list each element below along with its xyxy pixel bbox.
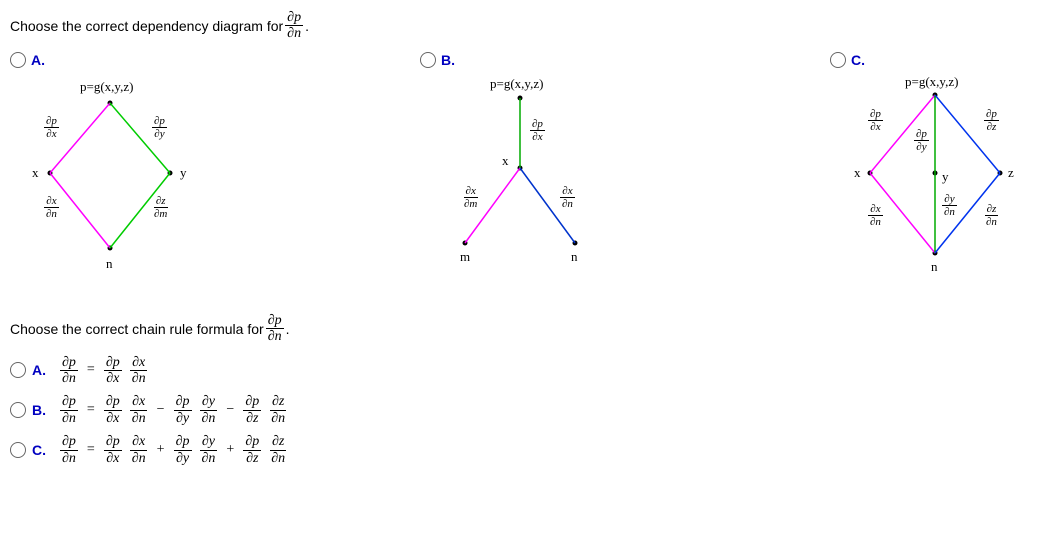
q1-option-c[interactable]: C. p=g(x,y,z) x y z n ∂p∂x ∂ <box>830 52 1049 293</box>
radio-icon[interactable] <box>10 362 26 378</box>
option-letter: A. <box>32 362 52 378</box>
formula: ∂p∂n=∂p∂x∂x∂n <box>58 355 150 387</box>
radio-icon[interactable] <box>10 442 26 458</box>
node-bl: m <box>460 249 470 264</box>
q2-option-c[interactable]: C. ∂p∂n=∂p∂x∂x∂n+∂p∂y∂y∂n+∂p∂z∂z∂n <box>10 434 1049 466</box>
radio-icon[interactable] <box>10 52 26 68</box>
node-br: n <box>571 249 578 264</box>
svg-text:z: z <box>1008 165 1014 180</box>
q1-option-a[interactable]: A. p=g(x,y,z) x y n <box>10 52 400 293</box>
svg-text:n: n <box>931 259 938 274</box>
node-bottom: n <box>106 256 113 271</box>
option-letter: C. <box>32 442 52 458</box>
node-mid: x <box>502 153 509 168</box>
q1-prompt-fraction: ∂p ∂n <box>285 10 303 42</box>
q1-options: A. p=g(x,y,z) x y n <box>10 52 1049 293</box>
q2-prompt-fraction: ∂p ∂n <box>266 313 284 345</box>
top-label: p=g(x,y,z) <box>490 76 543 91</box>
radio-icon[interactable] <box>830 52 846 68</box>
q1-c-label: C. <box>851 52 865 68</box>
option-letter: B. <box>32 402 52 418</box>
formula: ∂p∂n=∂p∂x∂x∂n+∂p∂y∂y∂n+∂p∂z∂z∂n <box>58 434 289 466</box>
q2-options: A. ∂p∂n=∂p∂x∂x∂n B. ∂p∂n=∂p∂x∂x∂n−∂p∂y∂y∂n−… <box>10 355 1049 466</box>
q1-prompt: Choose the correct dependency diagram fo… <box>10 10 1049 42</box>
formula: ∂p∂n=∂p∂x∂x∂n−∂p∂y∂y∂n−∂p∂z∂z∂n <box>58 394 289 426</box>
svg-text:x: x <box>854 165 861 180</box>
svg-text:y: y <box>942 169 949 184</box>
q2-prompt-text: Choose the correct chain rule formula fo… <box>10 321 264 337</box>
q1-option-b[interactable]: B. p=g(x,y,z) x m n ∂p∂x ∂x∂m <box>420 52 810 293</box>
q2-option-a[interactable]: A. ∂p∂n=∂p∂x∂x∂n <box>10 355 1049 387</box>
top-label: p=g(x,y,z) <box>905 74 958 89</box>
q2-prompt: Choose the correct chain rule formula fo… <box>10 313 1049 345</box>
q1-c-diagram: p=g(x,y,z) x y z n ∂p∂x ∂p∂y ∂p∂z ∂x∂n <box>830 73 1049 293</box>
radio-icon[interactable] <box>10 402 26 418</box>
node-left: x <box>32 165 39 180</box>
q1-b-label: B. <box>441 52 455 68</box>
node-right: y <box>180 165 187 180</box>
q1-prompt-text: Choose the correct dependency diagram fo… <box>10 18 283 34</box>
q1-b-diagram: p=g(x,y,z) x m n ∂p∂x ∂x∂m ∂x∂n <box>420 73 730 293</box>
radio-icon[interactable] <box>420 52 436 68</box>
q2-option-b[interactable]: B. ∂p∂n=∂p∂x∂x∂n−∂p∂y∂y∂n−∂p∂z∂z∂n <box>10 394 1049 426</box>
top-label: p=g(x,y,z) <box>80 79 133 94</box>
q1-a-label: A. <box>31 52 45 68</box>
q1-a-diagram: p=g(x,y,z) x y n ∂p∂x ∂p∂y <box>10 73 320 293</box>
